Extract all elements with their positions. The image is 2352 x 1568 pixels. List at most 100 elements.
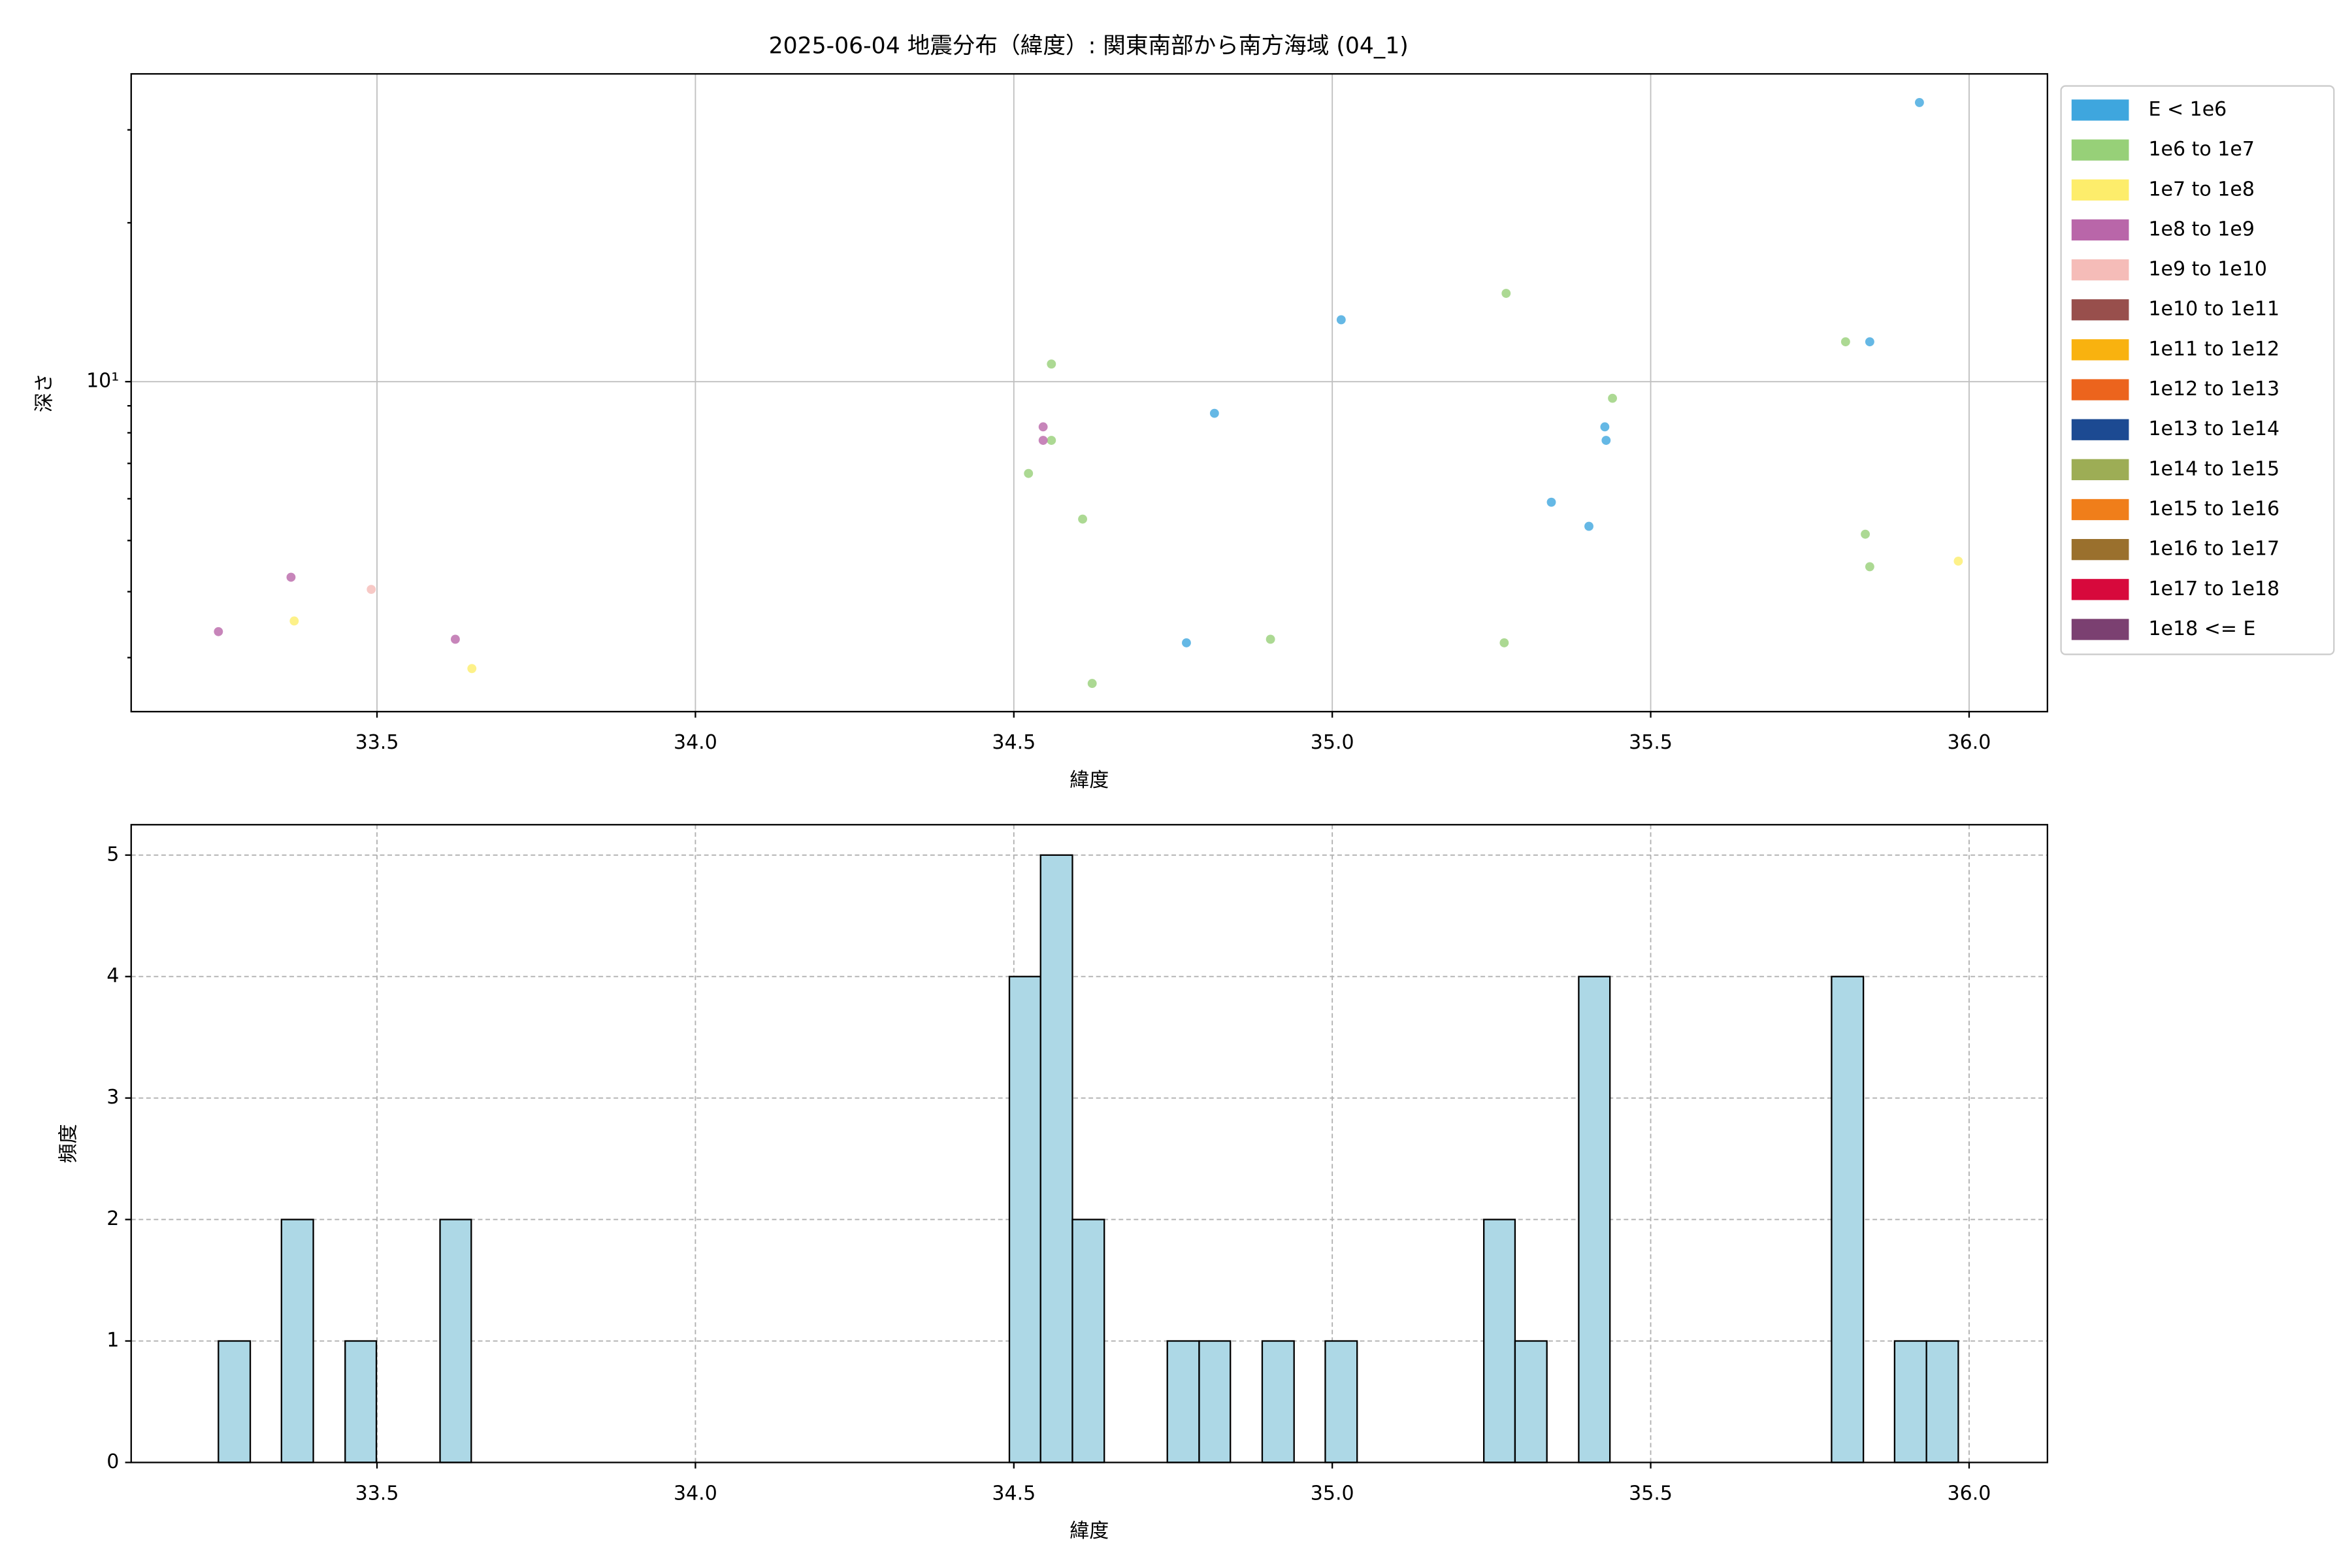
- x-tick-label: 35.5: [1629, 1482, 1673, 1505]
- legend-label: 1e6 to 1e7: [2148, 138, 2254, 161]
- y-tick-label: 2: [106, 1207, 119, 1230]
- bar: [1831, 975, 1865, 1463]
- bar: [1008, 975, 1041, 1463]
- x-axis-label: 緯度: [1070, 769, 1109, 792]
- point: [1078, 514, 1087, 524]
- bar: [1039, 854, 1073, 1463]
- x-axis-label: 緯度: [1070, 1520, 1109, 1543]
- point: [1501, 289, 1511, 298]
- y-tick-label: 1: [106, 1329, 119, 1352]
- point: [367, 585, 376, 595]
- legend-label: 1e8 to 1e9: [2148, 218, 2254, 240]
- legend-swatch: [2071, 299, 2129, 321]
- point: [1865, 562, 1874, 572]
- point: [451, 634, 460, 644]
- legend-label: 1e7 to 1e8: [2148, 178, 2254, 201]
- legend-swatch: [2071, 539, 2129, 561]
- legend-swatch: [2071, 259, 2129, 281]
- point: [1861, 529, 1870, 539]
- x-tick-label: 36.0: [1948, 731, 1991, 754]
- plot-frame: [130, 824, 2048, 1463]
- x-tick-label: 36.0: [1948, 1482, 1991, 1505]
- point: [1182, 638, 1191, 647]
- legend-swatch: [2071, 619, 2129, 640]
- point: [1953, 556, 1963, 566]
- legend-label: 1e17 to 1e18: [2148, 578, 2279, 600]
- bar: [439, 1218, 472, 1463]
- y-axis-label: 頻度: [57, 1124, 80, 1163]
- point: [1584, 521, 1593, 531]
- x-tick-label: 34.0: [674, 731, 717, 754]
- legend-box: [2060, 85, 2335, 655]
- bar: [1925, 1340, 1959, 1463]
- bar: [1514, 1340, 1548, 1463]
- bar: [344, 1340, 378, 1463]
- point: [1608, 393, 1618, 403]
- bar: [1198, 1340, 1232, 1463]
- y-tick-label: 10¹: [86, 370, 119, 393]
- legend-swatch: [2071, 419, 2129, 440]
- bar: [1893, 1340, 1927, 1463]
- legend-label: 1e18 <= E: [2148, 617, 2255, 640]
- x-tick-label: 33.5: [355, 731, 399, 754]
- point: [1865, 337, 1874, 347]
- bar: [1324, 1340, 1358, 1463]
- legend-label: 1e9 to 1e10: [2148, 258, 2267, 281]
- point: [1047, 436, 1056, 445]
- point: [214, 627, 223, 636]
- plot-frame: [130, 73, 2048, 713]
- x-tick-label: 35.5: [1629, 731, 1673, 754]
- bar: [280, 1218, 314, 1463]
- point: [1047, 359, 1056, 369]
- point: [1499, 638, 1509, 647]
- legend-label: 1e11 to 1e12: [2148, 338, 2279, 361]
- point: [1914, 98, 1924, 107]
- point: [1266, 634, 1275, 644]
- point: [1546, 497, 1556, 507]
- bar: [218, 1340, 252, 1463]
- legend-swatch: [2071, 459, 2129, 480]
- point: [1600, 422, 1610, 432]
- bar: [1261, 1340, 1295, 1463]
- y-axis-label: 深さ: [33, 373, 56, 412]
- x-tick-label: 34.5: [992, 1482, 1036, 1505]
- x-tick-label: 34.5: [992, 731, 1036, 754]
- point: [1024, 468, 1034, 478]
- legend-label: 1e13 to 1e14: [2148, 417, 2279, 440]
- x-tick-label: 33.5: [355, 1482, 399, 1505]
- bar: [1578, 975, 1611, 1463]
- y-tick-label: 4: [106, 964, 119, 987]
- point: [1840, 337, 1850, 347]
- point: [289, 616, 299, 626]
- y-tick-label: 5: [106, 843, 119, 866]
- point: [1087, 679, 1097, 689]
- legend-label: 1e16 to 1e17: [2148, 538, 2279, 561]
- legend-swatch: [2071, 179, 2129, 201]
- point: [467, 664, 477, 674]
- legend-swatch: [2071, 498, 2129, 521]
- y-tick-label: 0: [106, 1450, 119, 1473]
- x-tick-label: 35.0: [1311, 731, 1354, 754]
- point: [1209, 408, 1219, 418]
- bar: [1483, 1218, 1516, 1463]
- chart-title: 2025-06-04 地震分布（緯度）: 関東南部から南方海域 (04_1): [769, 33, 1409, 59]
- point: [286, 572, 296, 582]
- legend-label: 1e14 to 1e15: [2148, 457, 2279, 480]
- legend-swatch: [2071, 99, 2129, 121]
- legend-swatch: [2071, 139, 2129, 161]
- legend-label: 1e15 to 1e16: [2148, 498, 2279, 521]
- bar: [1071, 1218, 1105, 1463]
- legend-label: 1e12 to 1e13: [2148, 378, 2279, 400]
- legend-swatch: [2071, 379, 2129, 400]
- legend-swatch: [2071, 339, 2129, 361]
- point: [1601, 436, 1611, 445]
- y-tick-label: 3: [106, 1086, 119, 1109]
- point: [1336, 315, 1346, 325]
- bar: [1166, 1340, 1200, 1463]
- legend-swatch: [2071, 579, 2129, 600]
- x-tick-label: 35.0: [1311, 1482, 1354, 1505]
- point: [1038, 422, 1048, 432]
- point: [1038, 436, 1048, 445]
- legend-label: E < 1e6: [2148, 98, 2227, 121]
